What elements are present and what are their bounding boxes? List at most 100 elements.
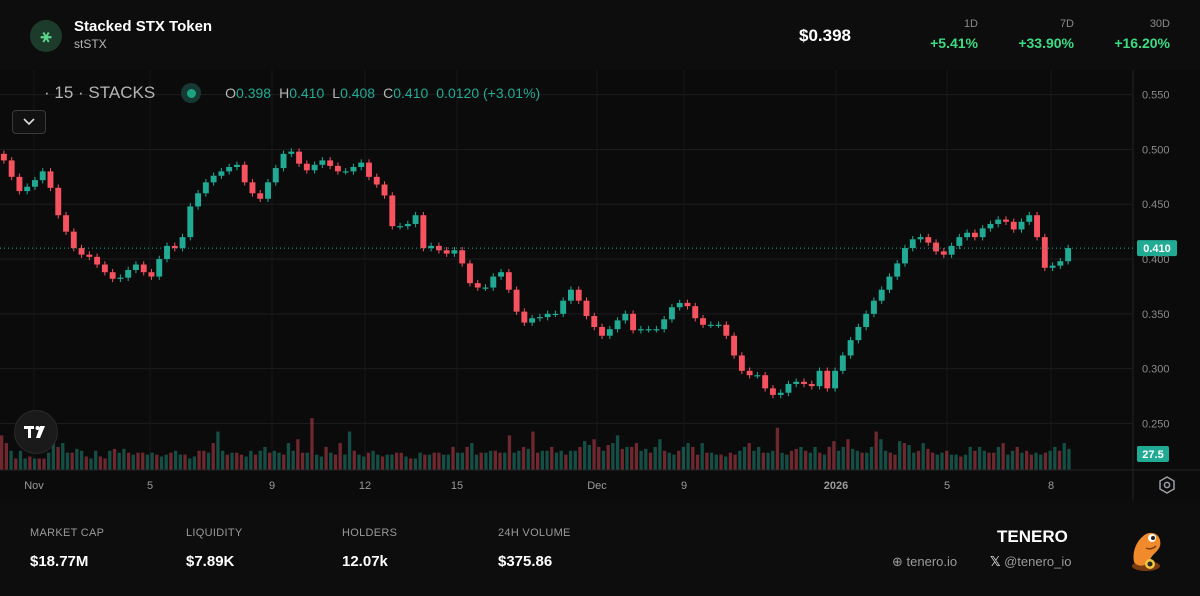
low-key: L (332, 85, 340, 101)
candle-body (319, 160, 325, 164)
volume-bar (56, 447, 59, 470)
volume-bar (451, 447, 454, 470)
candle-body (382, 185, 388, 196)
candle-body (1034, 215, 1040, 237)
volume-bar (536, 453, 539, 470)
volume-bar (381, 457, 384, 470)
x-tick-label: 2026 (824, 480, 848, 492)
candle-body (451, 250, 457, 253)
candle-body (444, 250, 450, 253)
volume-bar (621, 449, 624, 470)
candle-body (242, 165, 248, 183)
candle-body (71, 232, 77, 248)
candle-body (1042, 237, 1048, 268)
volume-bar (564, 455, 567, 470)
volume-bar (715, 455, 718, 470)
collapse-legend-button[interactable] (12, 110, 46, 134)
volume-bar (969, 447, 972, 470)
price-chart[interactable]: 0.550 0.500 0.450 0.400 0.350 0.300 0.250 Nov 5 9… (0, 70, 1200, 500)
volume-bar (837, 451, 840, 470)
candlestick-chart-svg[interactable]: 0.550 0.500 0.450 0.400 0.350 0.300 0.250 Nov 5 9… (0, 70, 1200, 500)
candle-body (343, 171, 349, 172)
candle-body (552, 314, 558, 315)
volume-bar (757, 447, 760, 470)
volume-bar (574, 451, 577, 470)
volume-bar (329, 453, 332, 470)
twitter-link[interactable]: 𝕏 @tenero_io (990, 554, 1072, 570)
candle-body (956, 237, 962, 246)
candle-body (762, 375, 768, 388)
volume-bar (371, 451, 374, 470)
volume-bar (80, 451, 83, 470)
volume-bar (1039, 455, 1042, 470)
volume-bar (9, 451, 12, 470)
volume-bar (668, 453, 671, 470)
candle-body (646, 329, 652, 330)
candle-body (55, 188, 61, 215)
change-7d: 7D +33.90% (1014, 18, 1074, 51)
symbol-interval[interactable]: · 15 · STACKS (44, 83, 155, 103)
candle-body (941, 251, 947, 254)
candle-body (459, 250, 465, 263)
candle-body (211, 176, 217, 183)
y-tick-label: 0.450 (1142, 199, 1170, 211)
volume-bar (263, 447, 266, 470)
volume-bar (607, 445, 610, 470)
axes: 0.5500.5000.4500.4000.3500.3000.250Nov 5 9… (0, 70, 1200, 500)
volume-bar (277, 453, 280, 470)
y-tick-label: 0.500 (1142, 144, 1170, 156)
volume-bar (244, 457, 247, 470)
change-7d-label: 7D (1014, 18, 1074, 30)
volume-bar (785, 455, 788, 470)
candle-body (1057, 261, 1063, 265)
chart-settings-icon[interactable] (1156, 474, 1178, 496)
volume-bar (240, 455, 243, 470)
candle-body (335, 166, 341, 171)
volume-bar (964, 455, 967, 470)
volume-bar (592, 439, 595, 470)
tradingview-logo-icon[interactable] (14, 410, 58, 454)
x-tick-label: Dec (587, 480, 607, 492)
volume-bar (795, 449, 798, 470)
volume-bar (362, 457, 365, 470)
volume-bar (179, 455, 182, 470)
volume-bar (936, 455, 939, 470)
candle-body (817, 371, 823, 386)
stat-value: $18.77M (30, 553, 104, 570)
volume-bar (733, 455, 736, 470)
change-30d-value: +16.20% (1110, 35, 1170, 51)
volume-bar (578, 447, 581, 470)
open-value: 0.398 (236, 85, 271, 101)
volume-bar (122, 449, 125, 470)
website-link[interactable]: ⊕ tenero.io (892, 554, 957, 570)
volume-bar (306, 453, 309, 470)
candle-body (218, 171, 224, 175)
candle-body (296, 152, 302, 164)
volume-bar (893, 455, 896, 470)
volume-bar (1034, 453, 1037, 470)
volume-bar (1058, 451, 1061, 470)
volume-bar (414, 458, 417, 470)
brand-name: TENERO (997, 527, 1068, 547)
candle-body (778, 393, 784, 395)
volume-bar (428, 455, 431, 470)
candle-body (24, 187, 30, 191)
stat-label: HOLDERS (342, 527, 397, 539)
volume-bar (89, 458, 92, 470)
volume-bar (828, 447, 831, 470)
candle-body (630, 314, 636, 330)
candle-body (475, 283, 481, 287)
chart-legend: · 15 · STACKS O0.398 H0.410 L0.408 C0.41… (44, 83, 540, 103)
volume-bar (531, 432, 534, 470)
volume-bar (19, 451, 22, 470)
volume-bar (799, 447, 802, 470)
volume-bar (230, 453, 233, 470)
volume-bar (254, 455, 257, 470)
stat-label: 24H VOLUME (498, 527, 571, 539)
volume-bar (512, 453, 515, 470)
candle-body (972, 233, 978, 237)
volume-bar (494, 451, 497, 470)
volume-bar (0, 435, 3, 470)
volume-bar (470, 443, 473, 470)
candle-body (568, 290, 574, 301)
